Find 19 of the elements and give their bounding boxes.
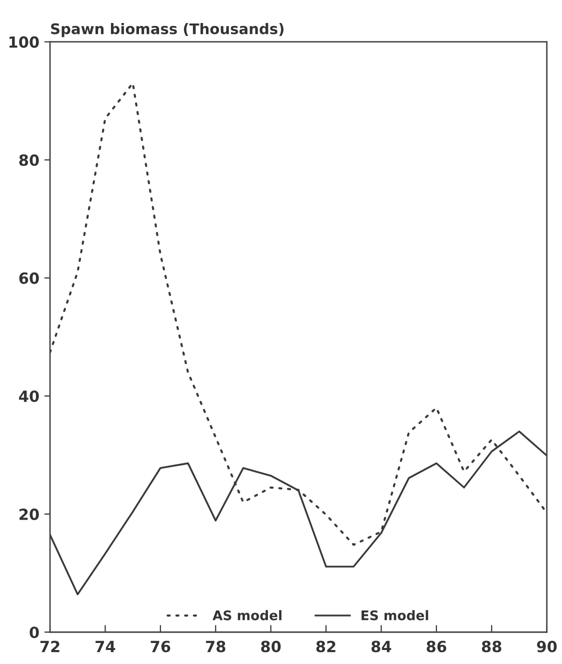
y-tick-label: 60 [19, 272, 39, 284]
x-tick-label: 80 [261, 640, 281, 652]
y-axis-title: Spawn biomass (Thousands) [51, 22, 284, 38]
x-tick-label: 90 [536, 640, 557, 652]
x-tick-label: 78 [206, 640, 226, 652]
y-tick-label: 80 [19, 154, 39, 166]
x-tick-label: 72 [40, 640, 60, 652]
x-tick-label: 84 [372, 640, 392, 652]
x-tick-label: 76 [150, 640, 170, 652]
y-tick-label: 0 [30, 626, 39, 638]
y-tick-label: 20 [20, 508, 39, 520]
x-tick-label: 88 [482, 640, 502, 652]
x-tick-label: 82 [316, 640, 336, 652]
y-tick-label: 40 [19, 390, 39, 402]
legend-label: AS model [212, 610, 282, 620]
legend-label: ES model [362, 610, 428, 620]
y-tick-label: 100 [9, 36, 39, 48]
x-tick-label: 74 [96, 640, 116, 652]
x-tick-label: 86 [426, 640, 446, 652]
